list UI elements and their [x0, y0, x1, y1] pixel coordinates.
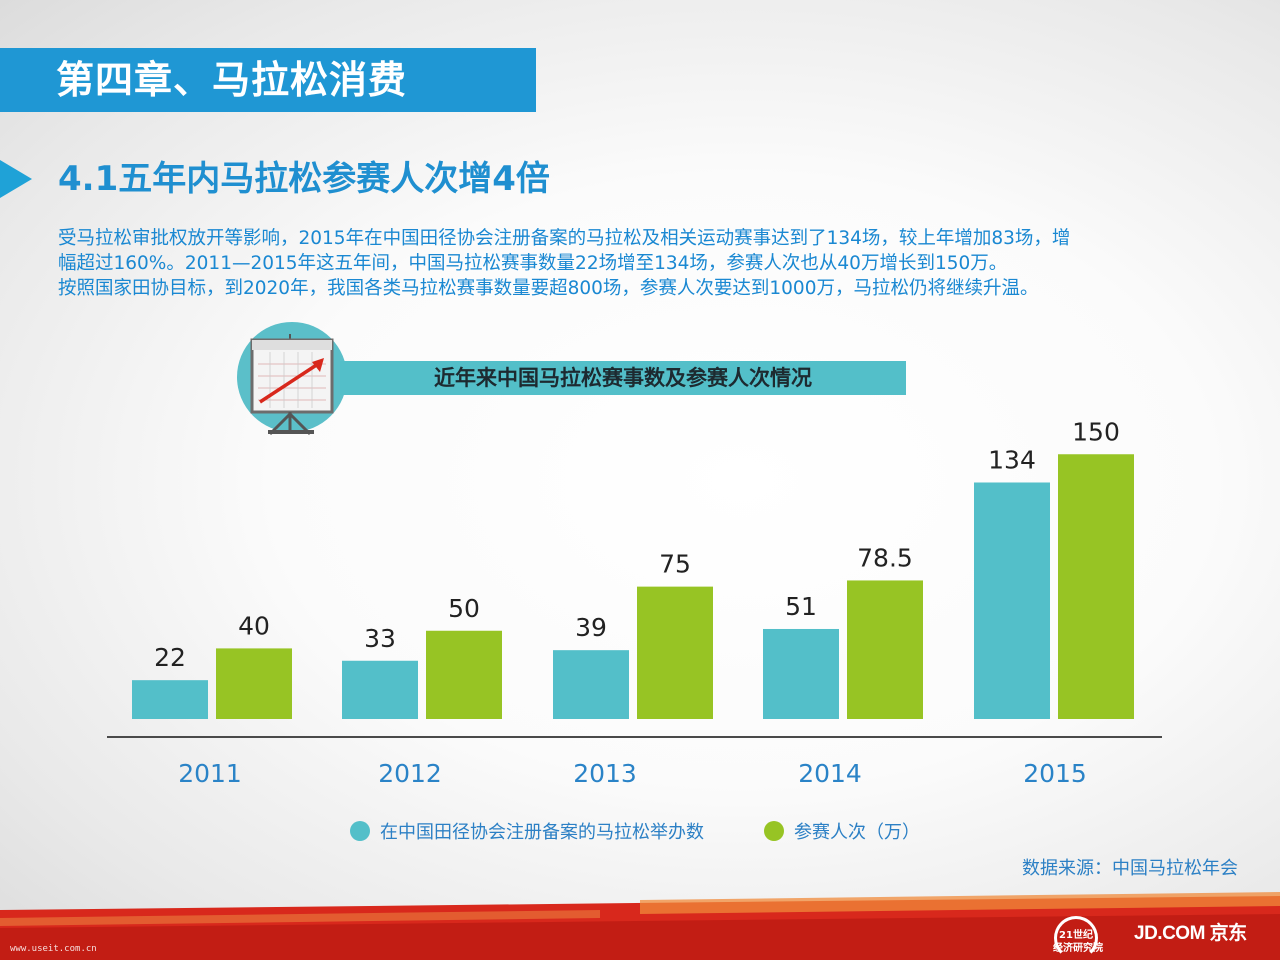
category-label: 2015 — [1023, 759, 1087, 788]
bar-participants-2013 — [637, 586, 713, 719]
legend-label: 在中国田径协会注册备案的马拉松举办数 — [380, 822, 704, 843]
legend-swatch-green — [764, 821, 784, 841]
section-arrow-icon — [0, 160, 32, 198]
intro-paragraph: 受马拉松审批权放开等影响，2015年在中国田径协会注册备案的马拉松及相关运动赛事… — [58, 226, 1228, 301]
data-label: 75 — [659, 550, 691, 579]
category-label: 2011 — [178, 759, 242, 788]
intro-line: 受马拉松审批权放开等影响，2015年在中国田径协会注册备案的马拉松及相关运动赛事… — [58, 228, 1071, 249]
watermark: www.useit.com.cn — [10, 944, 97, 954]
intro-line: 幅超过160%。2011—2015年这五年间，中国马拉松赛事数量22场增至134… — [58, 253, 1008, 274]
data-label: 40 — [238, 611, 270, 640]
category-label: 2012 — [378, 759, 442, 788]
bar-events-2015 — [974, 482, 1050, 719]
bar-events-2014 — [763, 628, 839, 719]
growth-board-icon — [250, 334, 334, 436]
footer-band — [0, 892, 1280, 960]
chart-title-banner — [340, 361, 906, 395]
category-label: 2013 — [573, 759, 637, 788]
data-label: 134 — [988, 445, 1036, 474]
bar-events-2012 — [342, 660, 418, 719]
bar-participants-2012 — [426, 630, 502, 719]
intro-line: 按照国家田协目标，到2020年，我国各类马拉松赛事数量要超800场，参赛人次要达… — [58, 278, 1039, 299]
bar-participants-2015 — [1058, 454, 1134, 719]
jd-logo: JD.COM 京东 — [1134, 923, 1247, 944]
data-label: 150 — [1072, 417, 1120, 446]
category-label: 2014 — [798, 759, 862, 788]
bar-participants-2014 — [847, 580, 923, 719]
data-label: 39 — [575, 613, 607, 642]
bar-events-2013 — [553, 650, 629, 719]
section-title: 4.1五年内马拉松参赛人次增4倍 — [58, 159, 550, 199]
legend-item-green: 参赛人次（万） — [764, 818, 920, 844]
chart-title: 近年来中国马拉松赛事数及参赛人次情况 — [434, 366, 812, 390]
logo-ring-icon — [1054, 916, 1098, 960]
legend-label: 参赛人次（万） — [794, 822, 920, 843]
chapter-banner — [0, 48, 536, 112]
legend-item-teal: 在中国田径协会注册备案的马拉松举办数 — [350, 818, 704, 844]
bar-participants-2011 — [216, 648, 292, 719]
data-label: 78.5 — [857, 543, 913, 572]
data-label: 51 — [785, 592, 817, 621]
bar-events-2011 — [132, 680, 208, 719]
data-label: 50 — [448, 594, 480, 623]
data-label: 22 — [154, 643, 186, 672]
logo-21st-century: 21世纪 经济研究院 — [1048, 914, 1108, 960]
chapter-title: 第四章、马拉松消费 — [56, 58, 408, 102]
data-source: 数据来源：中国马拉松年会 — [1022, 858, 1238, 879]
data-label: 33 — [364, 624, 396, 653]
legend-swatch-teal — [350, 821, 370, 841]
